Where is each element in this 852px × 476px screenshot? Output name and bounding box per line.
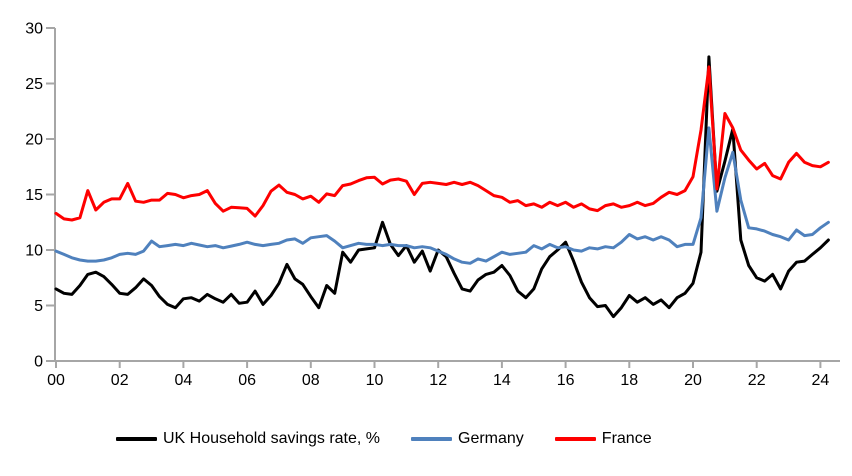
legend-line-swatch-france (554, 437, 596, 441)
legend-line-swatch-germany (411, 437, 452, 441)
x-axis-label: 20 (684, 372, 702, 389)
x-axis-label: 04 (175, 372, 193, 389)
legend-label-germany: Germany (458, 430, 524, 447)
legend-label-france: France (601, 430, 652, 447)
legend-label-uk: UK Household savings rate, % (163, 430, 380, 447)
legend-item-france: France (554, 429, 652, 449)
y-axis-label: 25 (25, 76, 43, 93)
legend-line-swatch-uk (116, 437, 157, 441)
series-line-germany (54, 126, 830, 265)
y-axis-label: 15 (25, 187, 43, 204)
y-axis-label: 10 (25, 243, 43, 260)
x-axis-label: 24 (812, 372, 830, 389)
x-axis-label: 18 (620, 372, 638, 389)
x-axis-label: 02 (111, 372, 129, 389)
chart-legend: UK Household savings rate, % Germany Fra… (116, 429, 652, 449)
x-axis-label: 16 (557, 372, 575, 389)
series-line-france (54, 65, 830, 222)
x-axis-label: 08 (302, 372, 320, 389)
x-axis-label: 22 (748, 372, 766, 389)
x-axis-label: 00 (47, 372, 65, 389)
legend-item-uk: UK Household savings rate, % (116, 429, 380, 449)
y-axis-label: 30 (25, 21, 43, 38)
y-axis-label: 0 (34, 354, 43, 371)
x-axis-label: 14 (493, 372, 511, 389)
legend-item-germany: Germany (411, 429, 524, 449)
x-axis-label: 06 (238, 372, 256, 389)
x-axis-label: 12 (429, 372, 447, 389)
y-axis-label: 5 (34, 298, 43, 315)
series-line-uk (54, 55, 830, 319)
x-axis-label: 10 (366, 372, 384, 389)
y-axis-label: 20 (25, 132, 43, 149)
